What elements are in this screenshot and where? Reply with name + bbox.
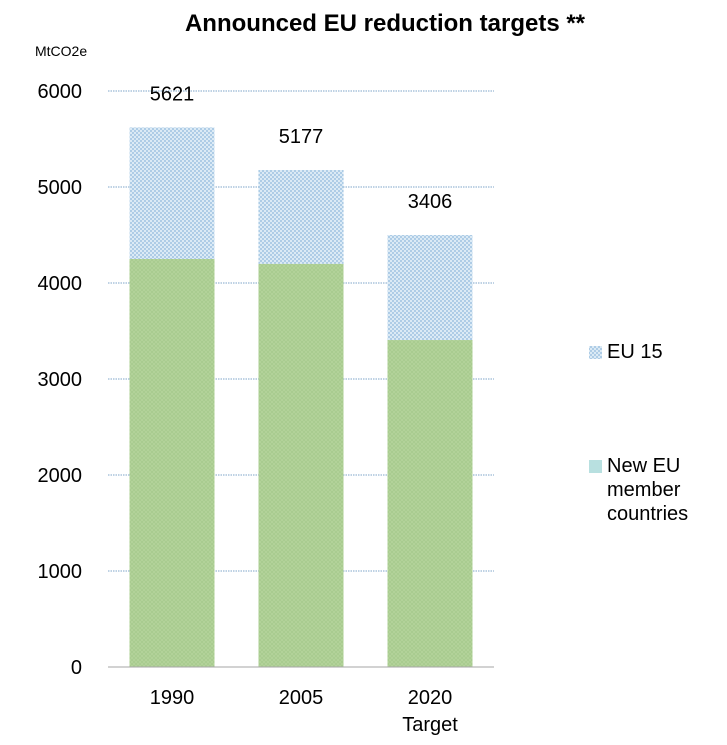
data-labels: 5621 5177 3406 xyxy=(150,83,453,213)
legend-swatch xyxy=(589,346,602,359)
legend-label: member xyxy=(607,479,681,501)
y-tick-label: 4000 xyxy=(38,273,83,295)
bar-segment xyxy=(129,127,215,259)
data-label: 3406 xyxy=(408,191,453,213)
bar-segment xyxy=(258,263,344,667)
y-tick-label: 2000 xyxy=(38,465,83,487)
y-tick-label: 1000 xyxy=(38,561,83,583)
y-tick-label: 5000 xyxy=(38,177,83,199)
legend-label: countries xyxy=(607,503,688,525)
legend-label: EU 15 xyxy=(607,341,663,363)
legend-label: New EU xyxy=(607,455,680,477)
bar-segment xyxy=(129,259,215,667)
x-tick-label: 1990 xyxy=(150,687,195,709)
data-label: 5177 xyxy=(279,126,324,148)
bar-segment xyxy=(387,235,473,341)
y-axis-label: MtCO2e xyxy=(35,43,87,59)
x-tick-label-line2: Target xyxy=(402,714,458,736)
bar-segment xyxy=(258,170,344,264)
bars xyxy=(129,127,473,667)
y-tick-labels: 0 1000 2000 3000 4000 5000 6000 xyxy=(38,81,83,679)
y-tick-label: 0 xyxy=(71,657,82,679)
chart-title: Announced EU reduction targets ** xyxy=(185,10,586,37)
data-label: 5621 xyxy=(150,83,195,105)
y-tick-label: 6000 xyxy=(38,81,83,103)
x-tick-label: 2020 xyxy=(408,687,453,709)
x-tick-label: 2005 xyxy=(279,687,324,709)
x-tick-labels: 1990 2005 2020 Target xyxy=(150,687,458,736)
bar-segment xyxy=(387,340,473,667)
legend-swatch xyxy=(589,460,602,473)
y-tick-label: 3000 xyxy=(38,369,83,391)
